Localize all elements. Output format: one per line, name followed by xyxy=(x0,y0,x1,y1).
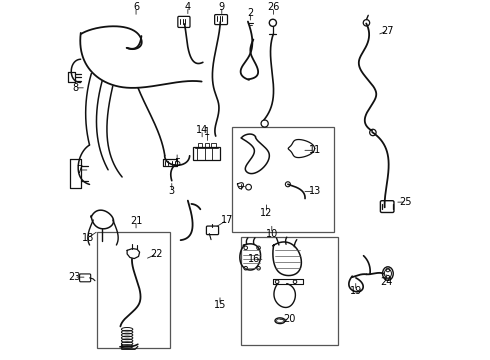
Text: 16: 16 xyxy=(248,254,260,264)
Text: 22: 22 xyxy=(150,249,163,259)
Text: 10: 10 xyxy=(266,229,278,239)
Text: 23: 23 xyxy=(68,272,80,282)
Text: 6: 6 xyxy=(133,3,139,13)
Text: 21: 21 xyxy=(130,216,142,226)
Bar xyxy=(211,143,216,147)
Text: 19: 19 xyxy=(349,286,362,296)
Bar xyxy=(232,127,334,233)
Text: 27: 27 xyxy=(382,26,394,36)
Text: 26: 26 xyxy=(268,3,280,13)
Text: 2: 2 xyxy=(247,8,253,18)
Text: 17: 17 xyxy=(221,215,233,225)
Text: 8: 8 xyxy=(72,83,78,93)
Text: 12: 12 xyxy=(260,208,272,218)
Text: 7: 7 xyxy=(76,165,82,175)
Bar xyxy=(193,147,220,160)
Bar xyxy=(97,233,170,348)
Bar xyxy=(198,143,202,147)
Text: 18: 18 xyxy=(82,233,94,243)
Text: 20: 20 xyxy=(283,314,296,324)
Text: 15: 15 xyxy=(214,300,226,310)
Text: 14: 14 xyxy=(196,125,208,135)
Text: 1: 1 xyxy=(204,127,211,138)
Bar xyxy=(205,143,209,147)
Text: 24: 24 xyxy=(380,277,392,287)
Text: 25: 25 xyxy=(399,197,412,207)
Bar xyxy=(241,237,338,345)
Text: 3: 3 xyxy=(169,186,175,197)
Text: 11: 11 xyxy=(309,145,321,155)
Text: 13: 13 xyxy=(309,186,321,197)
Text: 9: 9 xyxy=(219,2,225,12)
Text: 4: 4 xyxy=(185,2,191,12)
Text: 5: 5 xyxy=(174,158,180,168)
